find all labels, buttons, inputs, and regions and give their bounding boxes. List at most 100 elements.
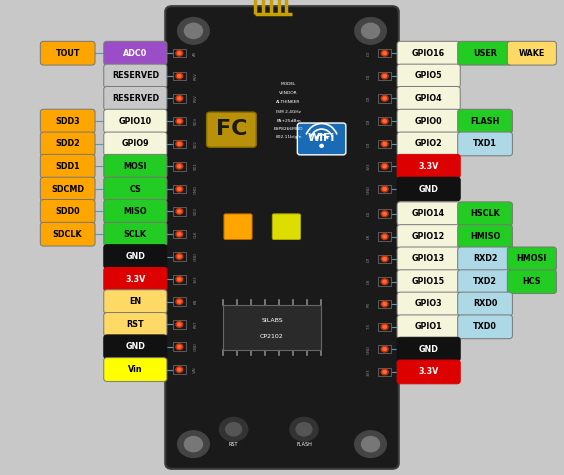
Circle shape	[381, 186, 388, 192]
Circle shape	[355, 431, 386, 457]
FancyBboxPatch shape	[173, 185, 186, 193]
Circle shape	[176, 231, 183, 237]
Text: SD2: SD2	[193, 140, 197, 148]
Text: SD1: SD1	[193, 162, 197, 170]
Text: PA+25dBm: PA+25dBm	[276, 119, 301, 123]
FancyBboxPatch shape	[104, 41, 167, 65]
Text: TXD0: TXD0	[473, 323, 497, 331]
FancyBboxPatch shape	[40, 132, 95, 156]
Text: TX: TX	[367, 324, 371, 329]
Circle shape	[226, 423, 241, 436]
Text: GPIO10: GPIO10	[119, 117, 152, 125]
Circle shape	[320, 144, 323, 147]
Circle shape	[178, 255, 181, 258]
FancyBboxPatch shape	[457, 225, 512, 248]
Circle shape	[178, 120, 181, 123]
Text: AI-THINKER: AI-THINKER	[276, 100, 301, 104]
FancyBboxPatch shape	[457, 202, 512, 226]
FancyBboxPatch shape	[104, 109, 167, 133]
Text: WAKE: WAKE	[519, 49, 545, 57]
Text: RXD2: RXD2	[473, 255, 497, 263]
Circle shape	[178, 52, 181, 55]
FancyBboxPatch shape	[104, 222, 167, 246]
Text: GND: GND	[418, 185, 439, 193]
Circle shape	[178, 97, 181, 100]
FancyBboxPatch shape	[173, 230, 186, 238]
FancyBboxPatch shape	[378, 368, 391, 376]
Text: VIN: VIN	[193, 366, 197, 373]
Text: HMOSI: HMOSI	[517, 255, 547, 263]
Circle shape	[184, 23, 202, 38]
Text: SDCMD: SDCMD	[51, 185, 84, 193]
FancyBboxPatch shape	[173, 72, 186, 80]
FancyBboxPatch shape	[40, 222, 95, 246]
Text: GPIO3: GPIO3	[415, 300, 442, 308]
Text: GPIO9: GPIO9	[122, 140, 149, 148]
Text: RST: RST	[193, 321, 197, 328]
Circle shape	[176, 95, 183, 101]
Circle shape	[383, 235, 386, 238]
Text: 3.3V: 3.3V	[418, 368, 439, 376]
Circle shape	[176, 186, 183, 192]
Text: D5: D5	[367, 211, 371, 217]
FancyBboxPatch shape	[397, 225, 460, 248]
Text: FLASH: FLASH	[296, 442, 312, 447]
Circle shape	[362, 23, 380, 38]
Text: MISO: MISO	[124, 207, 147, 216]
Circle shape	[381, 324, 388, 330]
FancyBboxPatch shape	[397, 315, 460, 339]
FancyBboxPatch shape	[378, 49, 391, 57]
Circle shape	[355, 18, 386, 44]
Text: RESERVED: RESERVED	[112, 72, 159, 80]
FancyBboxPatch shape	[397, 177, 460, 201]
Circle shape	[381, 95, 388, 101]
Text: GPIO15: GPIO15	[412, 277, 445, 286]
Circle shape	[383, 303, 386, 305]
Circle shape	[381, 211, 388, 217]
FancyBboxPatch shape	[104, 313, 167, 336]
Text: GND: GND	[193, 342, 197, 351]
Circle shape	[219, 418, 248, 441]
FancyBboxPatch shape	[457, 247, 512, 271]
Circle shape	[381, 163, 388, 169]
FancyBboxPatch shape	[457, 292, 512, 316]
Circle shape	[176, 254, 183, 259]
FancyBboxPatch shape	[165, 6, 399, 469]
Circle shape	[176, 344, 183, 350]
FancyBboxPatch shape	[397, 41, 460, 65]
Circle shape	[383, 120, 386, 123]
Text: Vin: Vin	[128, 365, 143, 374]
Circle shape	[178, 323, 181, 326]
Circle shape	[381, 141, 388, 147]
Circle shape	[176, 299, 183, 304]
FancyBboxPatch shape	[206, 112, 256, 147]
Circle shape	[176, 50, 183, 56]
Text: GND: GND	[418, 345, 439, 353]
FancyBboxPatch shape	[104, 290, 167, 314]
Text: HSCLK: HSCLK	[470, 209, 500, 218]
Text: GND: GND	[193, 252, 197, 261]
Text: GPIO16: GPIO16	[412, 49, 445, 57]
FancyBboxPatch shape	[224, 214, 252, 239]
Text: A0: A0	[193, 51, 197, 56]
FancyBboxPatch shape	[173, 252, 186, 261]
Text: USER: USER	[473, 49, 497, 57]
FancyBboxPatch shape	[223, 305, 321, 351]
Circle shape	[381, 50, 388, 56]
Text: SCLK: SCLK	[124, 230, 147, 238]
Text: 3V3: 3V3	[367, 368, 371, 376]
Circle shape	[383, 325, 386, 328]
Circle shape	[176, 73, 183, 79]
Text: SDD1: SDD1	[55, 162, 80, 171]
Text: D1: D1	[367, 73, 371, 79]
Text: CS: CS	[129, 185, 142, 193]
FancyBboxPatch shape	[378, 209, 391, 218]
Circle shape	[176, 118, 183, 124]
Text: D2: D2	[367, 95, 371, 101]
Text: D8: D8	[367, 279, 371, 285]
FancyBboxPatch shape	[173, 207, 186, 216]
FancyBboxPatch shape	[378, 72, 391, 80]
FancyBboxPatch shape	[40, 177, 95, 201]
Circle shape	[381, 279, 388, 285]
FancyBboxPatch shape	[457, 315, 512, 339]
